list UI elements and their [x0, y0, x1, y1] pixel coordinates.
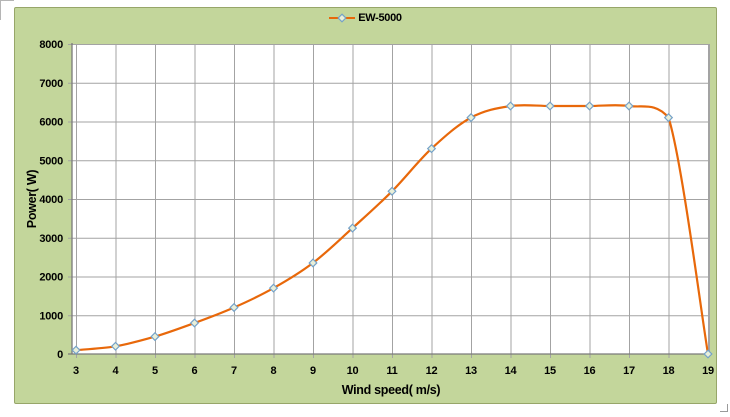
y-tick-label: 0	[57, 349, 63, 361]
sheet-corner-mark-bottom	[720, 404, 728, 412]
data-point-marker	[663, 112, 674, 123]
x-tick-label: 12	[426, 365, 438, 377]
y-tick-label: 2000	[39, 272, 63, 284]
legend-marker-icon	[329, 13, 356, 23]
x-tick-label: 18	[663, 365, 675, 377]
chart-area[interactable]: 3 4 5 6 7 8 9 10 11 12 13 14 15 16 17 18 19 0 1000 2000 3000…	[14, 7, 717, 404]
x-tick-label: 9	[310, 365, 316, 377]
data-point-marker	[347, 223, 358, 233]
y-tick-label: 6000	[39, 117, 63, 129]
sheet-corner-mark	[0, 0, 14, 20]
gridlines	[68, 44, 710, 358]
legend-label: EW-5000	[358, 12, 402, 24]
data-point-marker	[545, 101, 555, 111]
x-tick-label: 5	[152, 365, 158, 377]
y-axis-title: Power( W)	[25, 169, 39, 229]
x-tick-label: 19	[702, 365, 714, 377]
axis-lines	[68, 43, 710, 355]
data-point-marker	[229, 302, 239, 313]
x-tick-label: 15	[544, 365, 556, 377]
data-point-marker	[505, 101, 516, 111]
x-tick-label: 6	[192, 365, 198, 377]
x-tick-label: 16	[584, 365, 596, 377]
y-tick-label: 7000	[39, 78, 63, 90]
y-tick-label: 8000	[39, 39, 63, 51]
data-point-marker	[703, 349, 713, 359]
data-point-marker	[71, 345, 81, 355]
x-tick-labels: 3 4 5 6 7 8 9 10 11 12 13 14 15 16 17 18 19	[73, 365, 714, 377]
x-tick-label: 11	[386, 365, 397, 377]
data-point-marker	[426, 143, 437, 154]
y-tick-label: 3000	[39, 233, 63, 245]
legend[interactable]: EW-5000	[15, 11, 716, 25]
data-point-marker	[268, 283, 279, 293]
data-point-marker	[624, 101, 634, 111]
x-tick-label: 4	[113, 365, 120, 377]
data-point-marker	[150, 331, 160, 342]
data-point-marker	[189, 318, 200, 328]
data-point-markers	[71, 101, 713, 359]
y-tick-label: 4000	[39, 194, 63, 206]
y-tick-label: 1000	[39, 310, 63, 322]
y-tick-labels: 0 1000 2000 3000 4000 5000 6000 7000 8000	[39, 39, 63, 361]
x-tick-label: 14	[505, 365, 518, 377]
x-axis-title: Wind speed( m/s)	[341, 383, 441, 397]
data-point-marker	[466, 112, 476, 123]
y-tick-label: 5000	[39, 155, 63, 167]
x-tick-label: 7	[231, 365, 237, 377]
data-point-marker	[387, 186, 397, 196]
x-tick-label: 10	[347, 365, 359, 377]
data-point-marker	[584, 101, 595, 111]
data-point-marker	[110, 341, 121, 351]
x-tick-label: 17	[623, 365, 635, 377]
x-tick-label: 3	[73, 365, 79, 377]
plot-svg: 3 4 5 6 7 8 9 10 11 12 13 14 15 16 17 18 19 0 1000 2000 3000…	[39, 39, 714, 377]
x-tick-label: 8	[271, 365, 277, 377]
data-point-marker	[308, 258, 318, 268]
x-tick-label: 13	[465, 365, 477, 377]
